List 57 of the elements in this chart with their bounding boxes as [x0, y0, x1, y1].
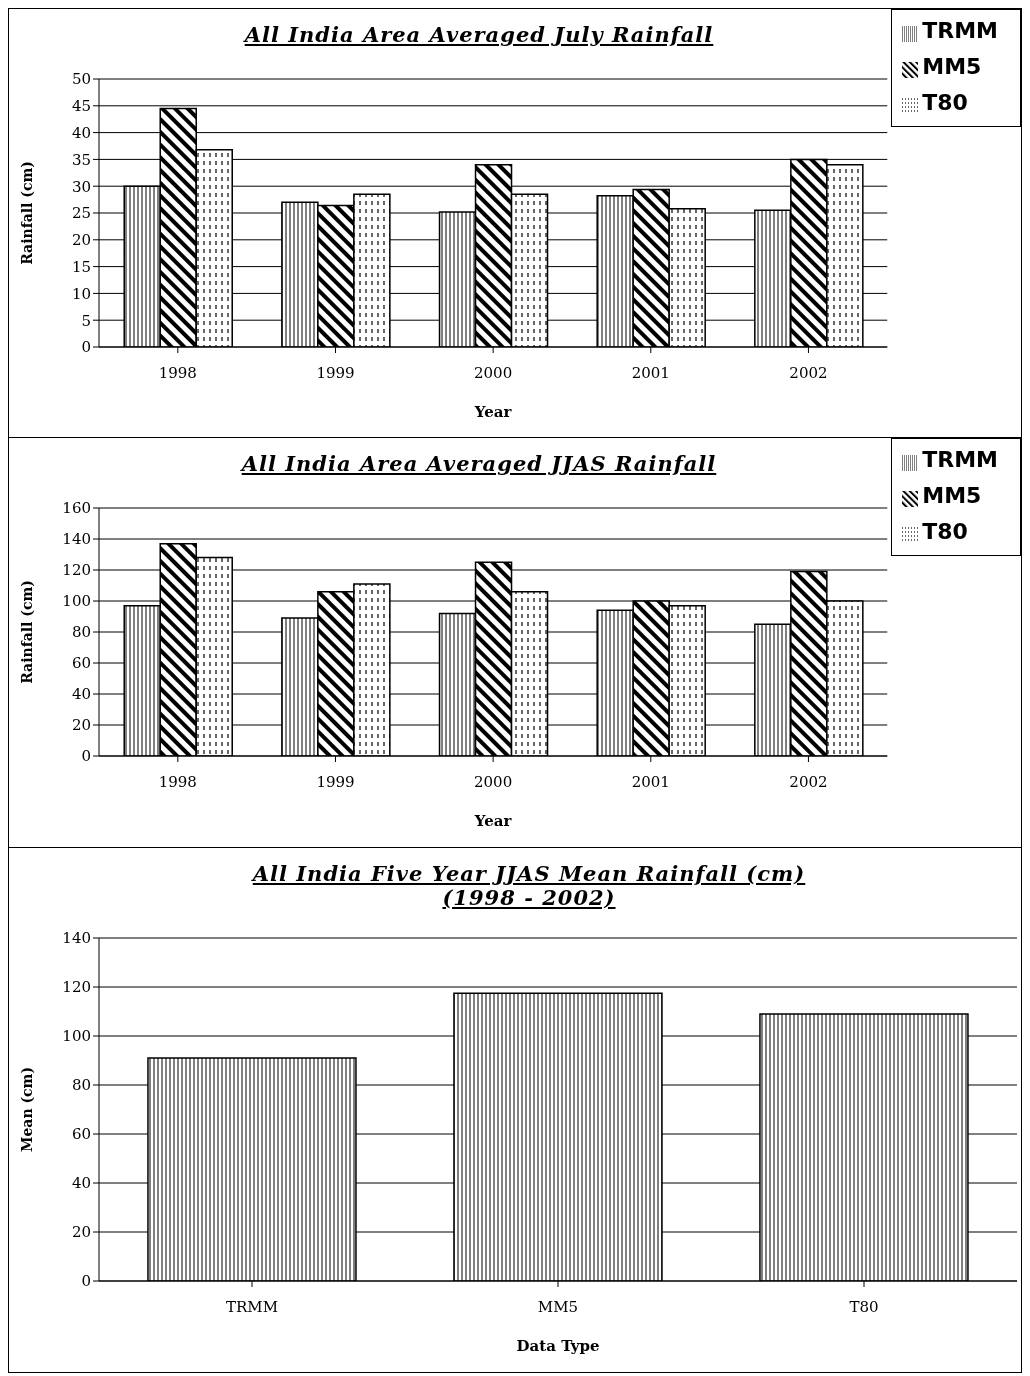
x-tick-label: 1998: [158, 772, 197, 791]
x-tick-label: TRMM: [225, 1297, 279, 1316]
legend-label: T80: [922, 90, 968, 115]
y-tick-label: 80: [71, 1076, 91, 1095]
y-tick-label: 60: [71, 654, 91, 673]
y-tick-label: 60: [71, 1125, 91, 1144]
x-tick-label: 2000: [474, 363, 513, 382]
x-tick-label: 1999: [316, 363, 355, 382]
y-tick-label: 40: [71, 123, 91, 142]
legend-label: TRMM: [922, 447, 998, 472]
x-axis-title: Year: [473, 403, 513, 421]
chart-subtitle: (1998 - 2002): [441, 885, 617, 910]
x-tick-label: T80: [849, 1297, 879, 1316]
y-axis-title: Rainfall (cm): [18, 161, 35, 265]
y-tick-label: 40: [71, 685, 91, 704]
y-axis-title: Rainfall (cm): [18, 580, 35, 684]
legend-label: T80: [922, 519, 968, 544]
x-tick-label: 1999: [316, 772, 355, 791]
y-tick-label: 30: [71, 177, 91, 196]
x-tick-label: 1998: [158, 363, 197, 382]
y-tick-label: 120: [62, 561, 91, 580]
legend-label: TRMM: [922, 18, 998, 43]
chart-title: All India Five Year JJAS Mean Rainfall (cm): [250, 861, 807, 886]
y-tick-label: 120: [62, 978, 91, 997]
x-tick-label: 2000: [474, 772, 513, 791]
y-tick-label: 100: [62, 592, 91, 611]
y-tick-label: 10: [71, 284, 91, 303]
chart-title: All India Area Averaged July Rainfall: [242, 22, 715, 47]
x-tick-label: MM5: [537, 1297, 579, 1316]
y-tick-label: 0: [81, 1272, 91, 1291]
y-tick-label: 20: [71, 716, 91, 735]
legend-label: MM5: [922, 54, 982, 79]
y-tick-label: 80: [71, 623, 91, 642]
y-tick-label: 20: [71, 231, 91, 250]
y-tick-label: 0: [81, 338, 91, 357]
y-axis-title: Mean (cm): [18, 1066, 35, 1153]
y-tick-label: 0: [81, 747, 91, 766]
y-tick-label: 45: [71, 97, 91, 116]
y-tick-label: 50: [71, 70, 91, 89]
x-tick-label: 2002: [789, 363, 828, 382]
y-tick-label: 15: [71, 257, 91, 276]
y-tick-label: 20: [71, 1223, 91, 1242]
legend-label: MM5: [922, 483, 982, 508]
x-tick-label: 2001: [631, 772, 670, 791]
y-tick-label: 140: [62, 530, 91, 549]
x-tick-label: 2002: [789, 772, 828, 791]
y-tick-label: 25: [71, 204, 91, 223]
y-tick-label: 100: [62, 1027, 91, 1046]
x-tick-label: 2001: [631, 363, 670, 382]
y-tick-label: 40: [71, 1174, 91, 1193]
y-tick-label: 5: [81, 311, 91, 330]
y-tick-label: 160: [62, 499, 91, 518]
x-axis-title: Data Type: [516, 1337, 600, 1355]
chart-title: All India Area Averaged JJAS Rainfall: [239, 451, 718, 476]
y-tick-label: 35: [71, 150, 91, 169]
y-tick-label: 140: [62, 929, 91, 948]
x-axis-title: Year: [473, 812, 513, 830]
